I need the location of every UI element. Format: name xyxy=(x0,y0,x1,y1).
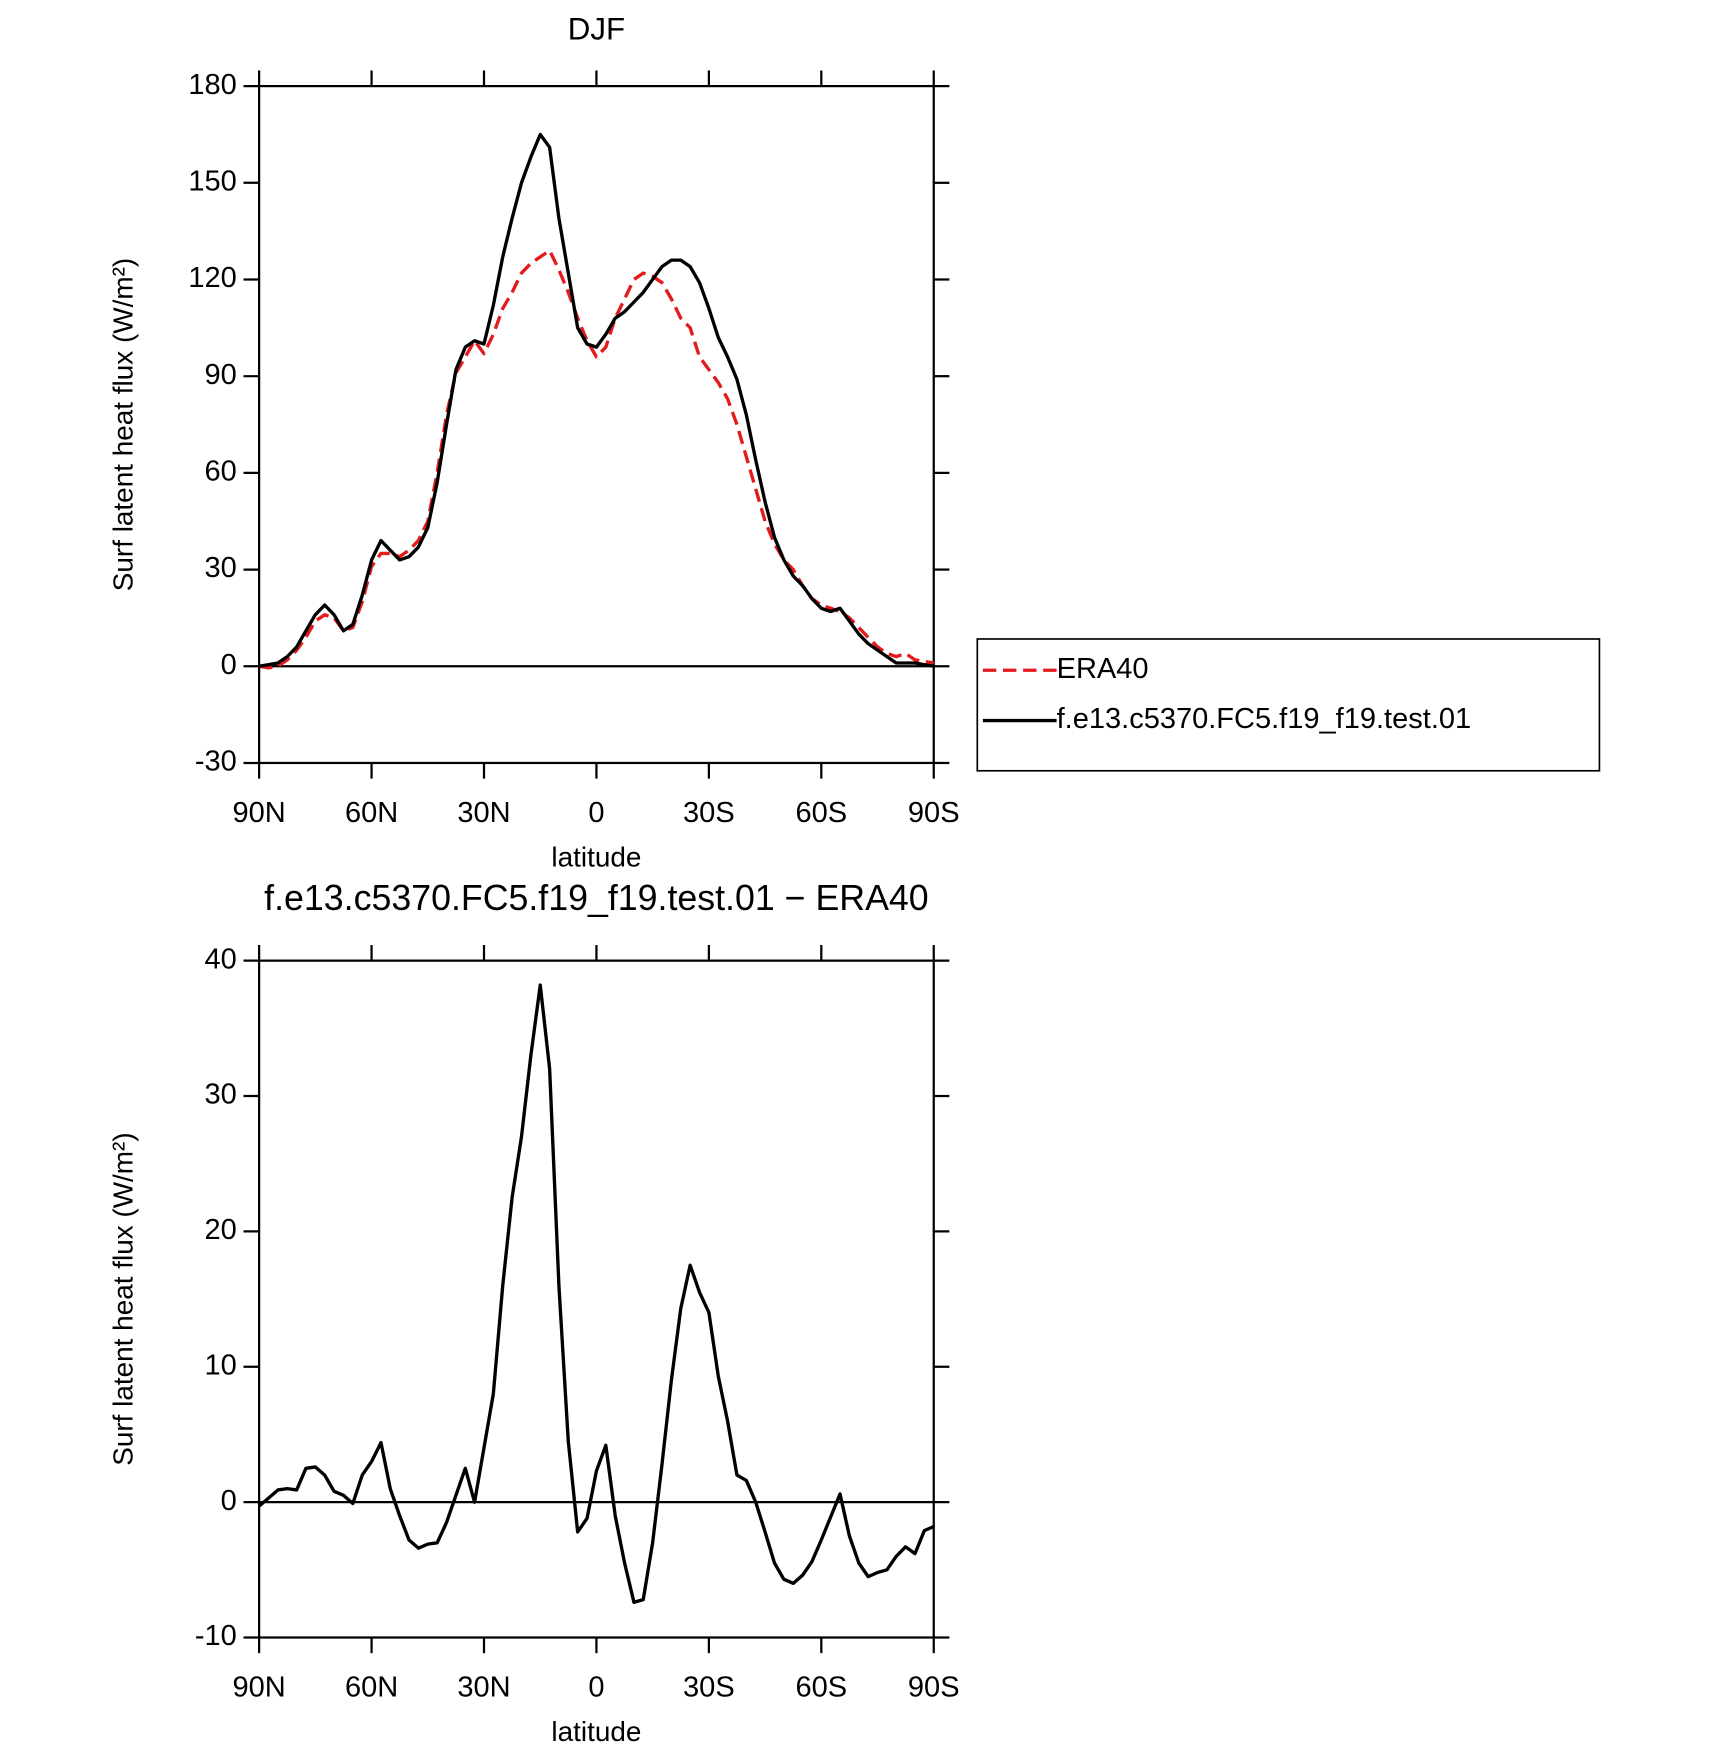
legend-label: f.e13.c5370.FC5.f19_f19.test.01 xyxy=(1057,703,1472,735)
x-axis-label: latitude xyxy=(551,841,641,872)
x-tick-label: 30S xyxy=(683,1672,735,1704)
x-axis-label: latitude xyxy=(551,1716,641,1747)
x-tick-label: 60N xyxy=(345,797,398,829)
y-tick-label: 90 xyxy=(205,359,237,391)
x-tick-label: 0 xyxy=(588,797,604,829)
x-tick-label: 0 xyxy=(588,1672,604,1704)
y-tick-label: 10 xyxy=(205,1349,237,1381)
x-tick-label: 90S xyxy=(908,797,960,829)
plot-frame xyxy=(258,84,935,765)
legend-label: ERA40 xyxy=(1057,653,1149,685)
plot-frame xyxy=(258,959,935,1639)
chart-title: f.e13.c5370.FC5.f19_f19.test.01 − ERA40 xyxy=(264,878,929,918)
legend-box xyxy=(976,638,1601,772)
data-line xyxy=(258,132,935,668)
y-tick-label: 0 xyxy=(221,649,237,681)
y-tick-label: 0 xyxy=(221,1485,237,1517)
x-tick-label: 60N xyxy=(345,1672,398,1704)
x-tick-label: 90S xyxy=(908,1672,960,1704)
x-tick-label: 30N xyxy=(457,797,510,829)
x-tick-label: 30S xyxy=(683,797,735,829)
x-tick-label: 90N xyxy=(233,797,286,829)
y-tick-label: 30 xyxy=(205,552,237,584)
y-tick-label: 180 xyxy=(188,69,236,101)
y-axis-label: Surf latent heat flux (W/m²) xyxy=(107,1132,138,1465)
y-tick-label: 150 xyxy=(188,165,236,197)
y-tick-label: 30 xyxy=(205,1079,237,1111)
y-tick-label: -10 xyxy=(195,1620,237,1652)
chart-title: DJF xyxy=(568,12,625,47)
x-tick-label: 60S xyxy=(795,1672,847,1704)
data-line xyxy=(258,983,935,1604)
y-tick-label: 20 xyxy=(205,1214,237,1246)
y-tick-label: 60 xyxy=(205,456,237,488)
y-tick-label: 120 xyxy=(188,262,236,294)
y-tick-label: 40 xyxy=(205,943,237,975)
x-tick-label: 30N xyxy=(457,1672,510,1704)
y-tick-label: -30 xyxy=(195,746,237,778)
x-tick-label: 60S xyxy=(795,797,847,829)
y-axis-label: Surf latent heat flux (W/m²) xyxy=(107,258,138,591)
x-tick-label: 90N xyxy=(233,1672,286,1704)
